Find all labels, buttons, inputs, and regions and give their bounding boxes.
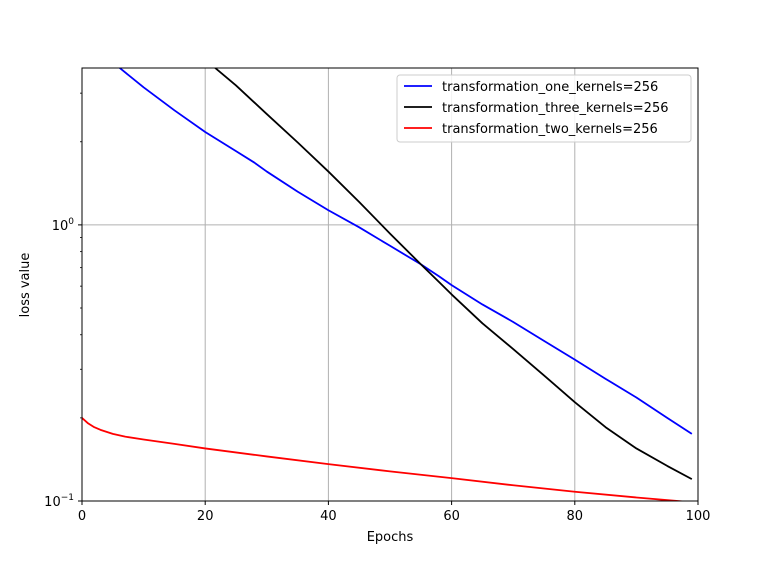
y-tick-label: 100 <box>52 217 75 234</box>
y-tick-exponent: 0 <box>68 217 74 227</box>
series-line-1 <box>118 68 693 435</box>
legend-label: transformation_two_kernels=256 <box>442 122 658 137</box>
series-lines <box>82 68 693 501</box>
legend-label: transformation_one_kernels=256 <box>442 80 658 95</box>
x-tick-label: 80 <box>567 509 584 524</box>
x-tick-label: 0 <box>78 509 86 524</box>
y-tick-exponent: −1 <box>61 493 74 503</box>
series-line-3 <box>82 417 689 501</box>
y-tick-base: 10 <box>44 495 61 510</box>
y-tick-label: 10−1 <box>44 493 74 510</box>
legend: transformation_one_kernels=256 transforma… <box>396 74 692 143</box>
x-tick-label: 20 <box>197 509 214 524</box>
x-tick-label: 60 <box>443 509 460 524</box>
series-line-2 <box>213 68 693 480</box>
y-axis-label: loss value <box>18 253 33 318</box>
legend-box <box>396 74 692 143</box>
legend-label: transformation_three_kernels=256 <box>442 101 669 116</box>
x-tick-label: 100 <box>686 509 711 524</box>
x-tick-label: 40 <box>320 509 337 524</box>
plot-frame <box>81 67 699 502</box>
y-tick-base: 10 <box>52 219 69 234</box>
x-axis-label: Epochs <box>367 530 414 545</box>
